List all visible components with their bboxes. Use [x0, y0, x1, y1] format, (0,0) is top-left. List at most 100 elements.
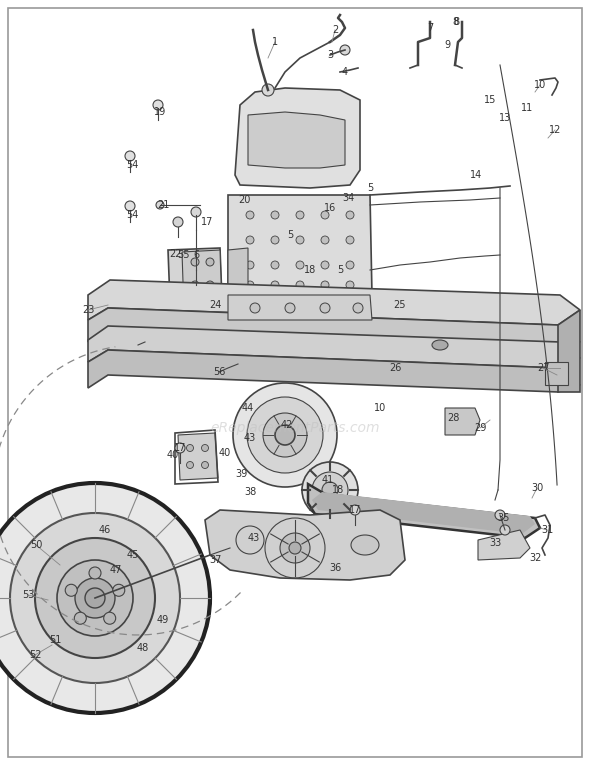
Circle shape	[233, 383, 337, 487]
Polygon shape	[88, 350, 580, 392]
Polygon shape	[228, 248, 248, 307]
Circle shape	[285, 303, 295, 313]
Polygon shape	[205, 510, 405, 580]
Text: 46: 46	[99, 525, 111, 535]
Circle shape	[271, 261, 279, 269]
Circle shape	[206, 258, 214, 266]
Circle shape	[350, 505, 360, 515]
Text: 10: 10	[374, 403, 386, 413]
Circle shape	[246, 236, 254, 244]
Circle shape	[125, 201, 135, 211]
Circle shape	[175, 443, 185, 453]
Text: 28: 28	[447, 413, 459, 423]
Circle shape	[262, 84, 274, 96]
Circle shape	[500, 525, 510, 535]
Circle shape	[296, 211, 304, 219]
Circle shape	[191, 258, 199, 266]
Text: 5: 5	[337, 265, 343, 275]
Text: 35: 35	[497, 513, 509, 523]
Text: 17: 17	[201, 217, 213, 227]
Circle shape	[113, 584, 124, 596]
Text: 20: 20	[238, 195, 250, 205]
Circle shape	[247, 397, 323, 473]
Text: 8: 8	[453, 17, 459, 27]
Circle shape	[186, 461, 194, 468]
Circle shape	[280, 533, 310, 563]
Text: 24: 24	[209, 300, 221, 310]
Circle shape	[74, 612, 86, 624]
Text: 19: 19	[154, 107, 166, 117]
Circle shape	[104, 612, 116, 624]
Polygon shape	[545, 362, 568, 385]
Circle shape	[271, 211, 279, 219]
Text: 13: 13	[499, 113, 511, 123]
Text: eReplacementParts.com: eReplacementParts.com	[210, 422, 380, 435]
Polygon shape	[178, 433, 218, 480]
Circle shape	[289, 542, 301, 554]
Text: 32: 32	[529, 553, 541, 563]
Text: 48: 48	[137, 643, 149, 653]
Circle shape	[321, 211, 329, 219]
Text: 22: 22	[170, 249, 182, 259]
Text: 5: 5	[287, 230, 293, 240]
Text: 30: 30	[531, 483, 543, 493]
Polygon shape	[558, 310, 580, 392]
Text: 5: 5	[367, 183, 373, 193]
Text: 47: 47	[110, 565, 122, 575]
Text: 40: 40	[219, 448, 231, 458]
Circle shape	[85, 588, 105, 608]
Text: 15: 15	[484, 95, 496, 105]
Circle shape	[296, 236, 304, 244]
Ellipse shape	[432, 340, 448, 350]
Circle shape	[346, 236, 354, 244]
Polygon shape	[88, 308, 580, 348]
Polygon shape	[478, 530, 530, 560]
Circle shape	[153, 100, 163, 110]
Circle shape	[322, 482, 338, 498]
Circle shape	[495, 510, 505, 520]
Text: 14: 14	[470, 170, 482, 180]
Circle shape	[0, 483, 210, 713]
Circle shape	[321, 261, 329, 269]
Text: 27: 27	[537, 363, 549, 373]
Text: 23: 23	[82, 305, 94, 315]
Circle shape	[346, 261, 354, 269]
Text: 40: 40	[167, 450, 179, 460]
Polygon shape	[248, 112, 345, 168]
Circle shape	[191, 207, 201, 217]
Circle shape	[236, 526, 264, 554]
Polygon shape	[182, 250, 222, 312]
Text: 3: 3	[327, 50, 333, 60]
Text: 50: 50	[30, 540, 42, 550]
Text: 49: 49	[157, 615, 169, 625]
Text: 25: 25	[394, 300, 407, 310]
Text: 34: 34	[342, 193, 354, 203]
Circle shape	[125, 151, 135, 161]
Text: 26: 26	[389, 363, 401, 373]
Text: 56: 56	[213, 367, 225, 377]
Text: 54: 54	[126, 160, 138, 170]
Text: 18: 18	[304, 265, 316, 275]
Text: 41: 41	[322, 475, 334, 485]
Circle shape	[320, 303, 330, 313]
Circle shape	[250, 303, 260, 313]
Circle shape	[302, 462, 358, 518]
Text: 2: 2	[332, 25, 338, 35]
Polygon shape	[235, 88, 360, 188]
Polygon shape	[88, 280, 580, 325]
Circle shape	[271, 236, 279, 244]
Polygon shape	[312, 492, 535, 534]
Text: 1: 1	[272, 37, 278, 47]
Text: 31: 31	[541, 525, 553, 535]
Circle shape	[312, 472, 348, 508]
Circle shape	[321, 236, 329, 244]
Circle shape	[271, 281, 279, 289]
Text: 4: 4	[342, 67, 348, 77]
Circle shape	[340, 45, 350, 55]
Text: 11: 11	[521, 103, 533, 113]
Text: 45: 45	[127, 550, 139, 560]
Circle shape	[206, 281, 214, 289]
Text: 6: 6	[193, 250, 199, 260]
Circle shape	[35, 538, 155, 658]
Text: 16: 16	[324, 203, 336, 213]
